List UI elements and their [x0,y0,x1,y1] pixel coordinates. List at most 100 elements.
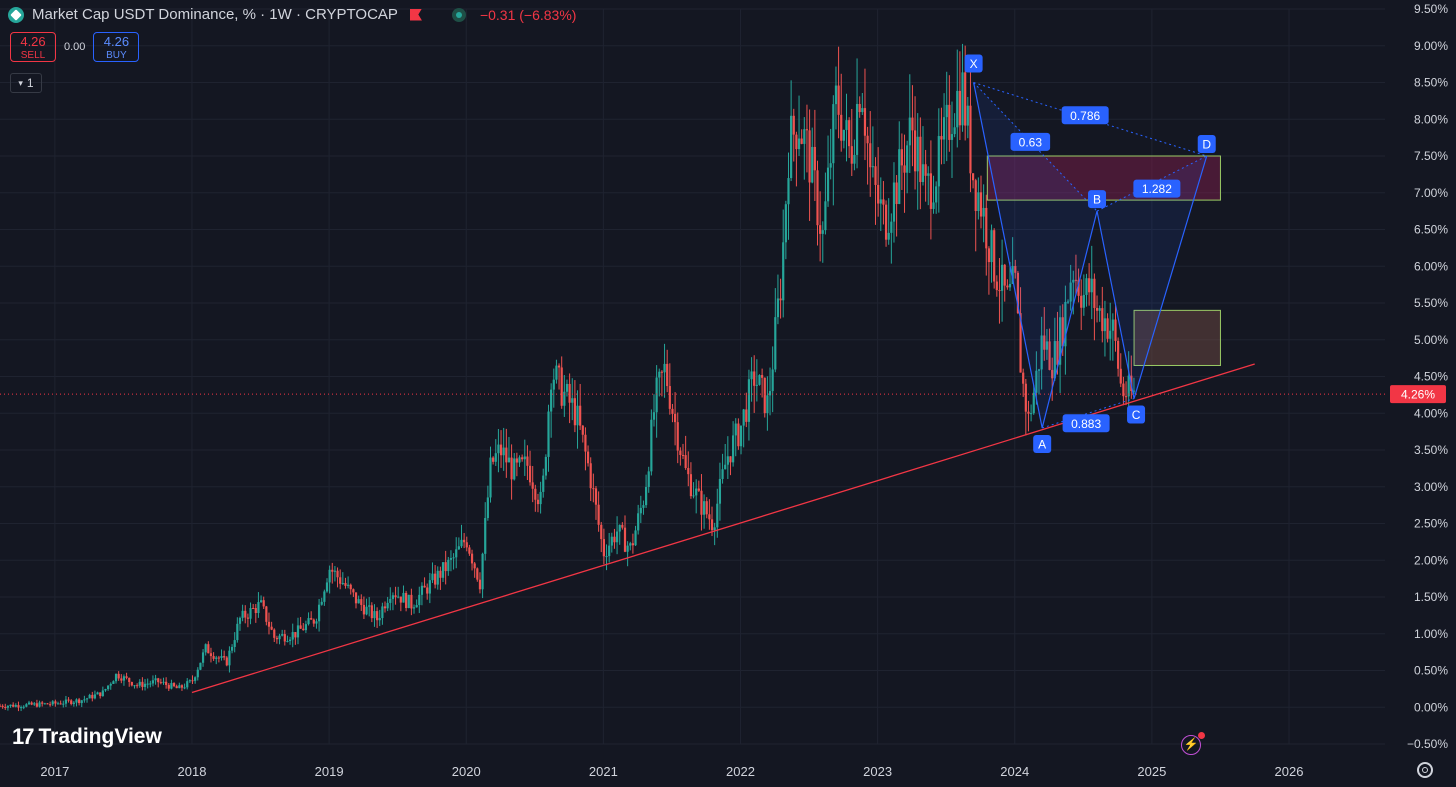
candle-body [916,136,919,172]
candle-body [54,701,57,704]
candle-body [513,458,516,480]
candle-body [484,517,487,554]
candle-body [924,164,927,176]
x-tick-label: 2021 [589,764,618,779]
candle-body [776,298,780,318]
candle-body [452,557,455,559]
candle-body [1132,390,1136,392]
candle-body [1093,278,1096,308]
candle-body [557,365,561,368]
candle-body [78,699,81,704]
candle-body [1027,411,1030,414]
candle-body [99,692,102,697]
candle-body [1,705,4,707]
candle-body [59,703,62,705]
bolt-icon[interactable]: ⚡ [1181,732,1205,755]
candle-body [663,363,666,373]
candle-body [552,379,555,390]
candle-body [215,657,218,659]
last-price-badge [1390,385,1446,404]
candle-body [154,678,157,681]
candle-body [481,553,484,590]
candle-body [668,386,671,409]
candle-body [797,138,801,150]
candle-body [600,524,603,540]
candle-body [700,490,703,515]
candle-body [199,662,202,670]
candle-body [821,230,824,234]
candle-body [1030,413,1033,415]
candle-body [35,703,39,707]
point-label-c: C [1132,408,1141,422]
candle-body [634,530,637,546]
candle-body [252,608,255,610]
point-label-a: A [1038,437,1046,451]
candle-body [911,117,914,131]
candle-body [281,634,284,636]
y-tick-label: 4.50% [1414,370,1448,384]
candle-body [721,469,724,479]
candle-body [803,129,806,144]
symbol-title[interactable]: Market Cap USDT Dominance, % · 1W · CRYP… [32,6,398,23]
candle-body [62,703,65,705]
candle-body [265,606,268,622]
ratio-label: 0.883 [1071,417,1101,431]
candle-body [966,105,969,126]
candle-body [30,702,33,705]
candle-body [713,527,716,531]
candle-body [969,105,972,174]
candle-body [4,706,7,708]
candle-body [365,606,368,615]
flag-icon[interactable] [409,8,422,21]
point-label-b-bg [1088,190,1107,209]
candle-body [979,192,983,217]
sell-button[interactable]: 4.26 SELL [10,32,56,62]
candle-body [908,117,911,146]
candle-body [766,395,769,414]
buy-button[interactable]: 4.26 BUY [93,32,140,62]
candle-body [726,456,729,465]
candle-body [913,130,917,172]
candle-body [254,608,257,614]
y-tick-label: 1.00% [1414,627,1448,641]
candle-body [1064,301,1067,347]
candle-body [33,703,36,705]
gear-icon[interactable] [1417,762,1433,778]
candle-body [687,468,690,475]
candle-body [270,626,273,630]
candle-body [188,680,191,682]
candle-body [138,681,141,686]
candle-body [848,120,851,147]
candle-body [961,72,964,126]
candle-body [697,488,700,491]
y-tick-label: 7.00% [1414,186,1448,200]
candle-body [782,242,785,301]
candle-body [689,474,693,497]
candle-body [307,618,310,625]
lots-dropdown[interactable]: ▾ 1 [10,73,42,93]
candle-body [824,201,827,231]
candle-body [626,545,629,552]
candle-body [1051,369,1054,379]
candle-body [14,705,17,707]
candle-body [93,694,97,699]
candle-body [463,539,466,543]
candle-body [792,115,795,135]
candle-body [639,507,642,514]
candle-body [874,166,877,185]
candle-body [753,371,756,386]
candle-body [136,685,139,687]
candle-body [273,629,276,638]
candle-body [1043,335,1046,350]
candle-body [729,456,732,463]
candle-body [1082,294,1085,308]
candle-body [935,186,938,203]
candle-body [117,673,120,679]
candle-body [436,570,439,585]
candle-body [1003,264,1006,286]
candle-body [568,383,571,403]
candle-body [0,705,2,707]
candle-body [241,610,244,618]
candle-body [507,457,511,463]
